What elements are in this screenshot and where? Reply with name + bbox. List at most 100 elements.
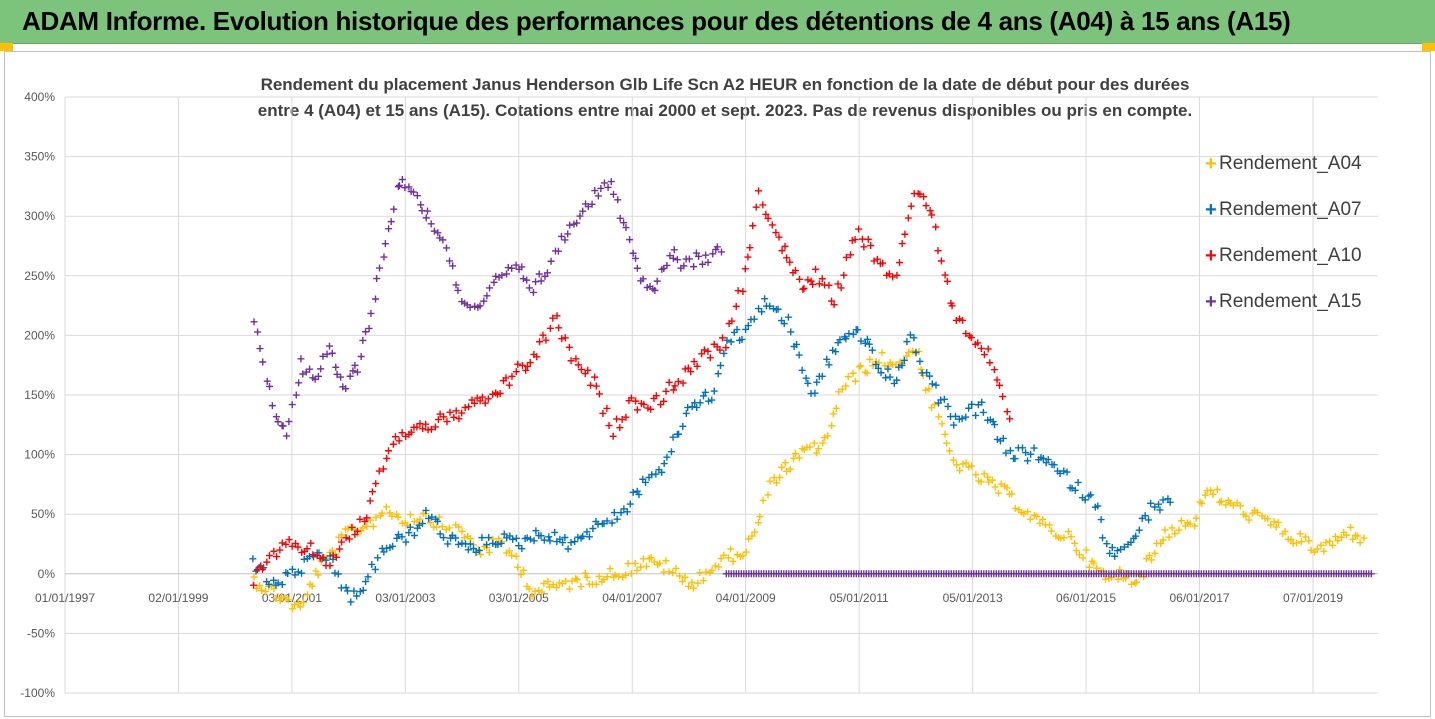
rendement-a10-point [768, 221, 776, 229]
rendement-a15-point [288, 401, 296, 409]
rendement-a15-point [279, 422, 287, 430]
rendement-a04-point [642, 562, 650, 570]
rendement-a07-point [530, 537, 538, 545]
rendement-a04-point [1281, 527, 1289, 535]
rendement-a15-point [417, 201, 425, 209]
rendement-a07-point [965, 404, 973, 412]
rendement-a10-point [647, 405, 655, 413]
rendement-a10-point [830, 301, 838, 309]
rendement-a10-point [565, 343, 573, 351]
rendement-a07-point [464, 546, 472, 554]
rendement-a04-point [1148, 556, 1156, 564]
rendement-a07-point [583, 528, 591, 536]
rendement-a15-point [398, 175, 406, 183]
rendement-a15-point [317, 365, 325, 373]
rendement-a10-point [481, 399, 489, 407]
rendement-a10-point [533, 353, 541, 361]
rendement-a10-point [478, 393, 486, 401]
rendement-a07-point [916, 357, 924, 365]
rendement-a10-point [542, 336, 550, 344]
rendement-a10-point [732, 302, 740, 310]
rendement-a10-point [257, 562, 265, 570]
rendement-a10-point [361, 517, 369, 525]
rendement-a07-point [910, 334, 918, 342]
rendement-a15-point [413, 192, 421, 200]
rendement-a07-point [900, 356, 908, 364]
rendement-a07-point [1164, 495, 1172, 503]
rendement-a07-point [1081, 496, 1089, 504]
rendement-a04-point [1136, 571, 1144, 579]
rendement-a10-point [584, 366, 592, 374]
rendement-a10-point [948, 302, 956, 310]
report-title: ADAM Informe. Evolution historique des p… [22, 6, 1291, 36]
rendement-a15-point [452, 281, 460, 289]
rendement-a04-point [388, 512, 396, 520]
x-tick-label: 04/01/2009 [716, 591, 776, 605]
rendement-a15-point [446, 257, 454, 265]
rendement-a07-point [804, 379, 812, 387]
rendement-a07-point [444, 540, 452, 548]
rendement-a07-point [545, 533, 553, 541]
rendement-a10-point [815, 280, 823, 288]
rendement-a07-point [962, 413, 970, 421]
rendement-a15-point [349, 367, 357, 375]
rendement-a10-point [804, 276, 812, 284]
rendement-a04-point [681, 573, 689, 581]
rendement-a07-point [854, 326, 862, 334]
rendement-a10-point [904, 214, 912, 222]
rendement-a04-point [917, 365, 925, 373]
rendement-a07-point [865, 340, 873, 348]
y-tick-label: 250% [24, 269, 55, 283]
rendement-a15-point [385, 225, 393, 233]
rendement-a07-point [708, 396, 716, 404]
rendement-a15-point [319, 352, 327, 360]
rendement-a15-point [395, 181, 403, 189]
rendement-a07-point [342, 583, 350, 591]
rendement-a04-point [829, 410, 837, 418]
rendement-a10-point [627, 394, 635, 402]
rendement-a15-point [532, 278, 540, 286]
rendement-a07-point [774, 305, 782, 313]
rendement-a04-point [572, 575, 580, 583]
rendement-a10-point [764, 214, 772, 222]
rendement-a10-point [652, 392, 660, 400]
rendement-a04-point [284, 596, 292, 604]
rendement-a04-point [672, 564, 680, 572]
rendement-a04-point [1347, 523, 1355, 531]
rendement-a10-point [860, 243, 868, 251]
rendement-a07-point [371, 565, 379, 573]
rendement-a10-point [640, 400, 648, 408]
rendement-a04-point [984, 473, 992, 481]
rendement-a07-point [857, 337, 865, 345]
rendement-a10-point [419, 425, 427, 433]
rendement-a04-point [678, 577, 686, 585]
rendement-a15-point [576, 212, 584, 220]
rendement-a15-point [254, 328, 262, 336]
rendement-a10-point [505, 381, 513, 389]
rendement-a10-point [518, 361, 526, 369]
rendement-a15-point [597, 184, 605, 192]
rendement-a07-point [532, 527, 540, 535]
chart-title-line-1: Rendement du placement Janus Henderson G… [260, 75, 1190, 94]
rendement-a04-point [606, 565, 614, 573]
rendement-a07-point [1018, 444, 1026, 452]
rendement-a04-point [1320, 547, 1328, 555]
rendement-a07-point [893, 376, 901, 384]
rendement-a04-point [1287, 535, 1295, 543]
rendement-a04-point [1075, 551, 1083, 559]
rendement-a10-point [561, 334, 569, 342]
rendement-a04-point [540, 580, 548, 588]
rendement-a15-point [633, 264, 641, 272]
rendement-a07-point [1127, 538, 1135, 546]
rendement-a15-point [306, 365, 314, 373]
rendement-a07-point [405, 529, 413, 537]
rendement-a07-point [559, 539, 567, 547]
rendement-a10-point [739, 287, 747, 295]
rendement-a10-point [755, 187, 763, 195]
rendement-a10-point [974, 339, 982, 347]
y-tick-label: 100% [24, 448, 55, 462]
rendement-a04-point [595, 572, 603, 580]
rendement-a07-point [780, 320, 788, 328]
rendement-a10-point [384, 447, 392, 455]
rendement-a15-point [274, 418, 282, 426]
